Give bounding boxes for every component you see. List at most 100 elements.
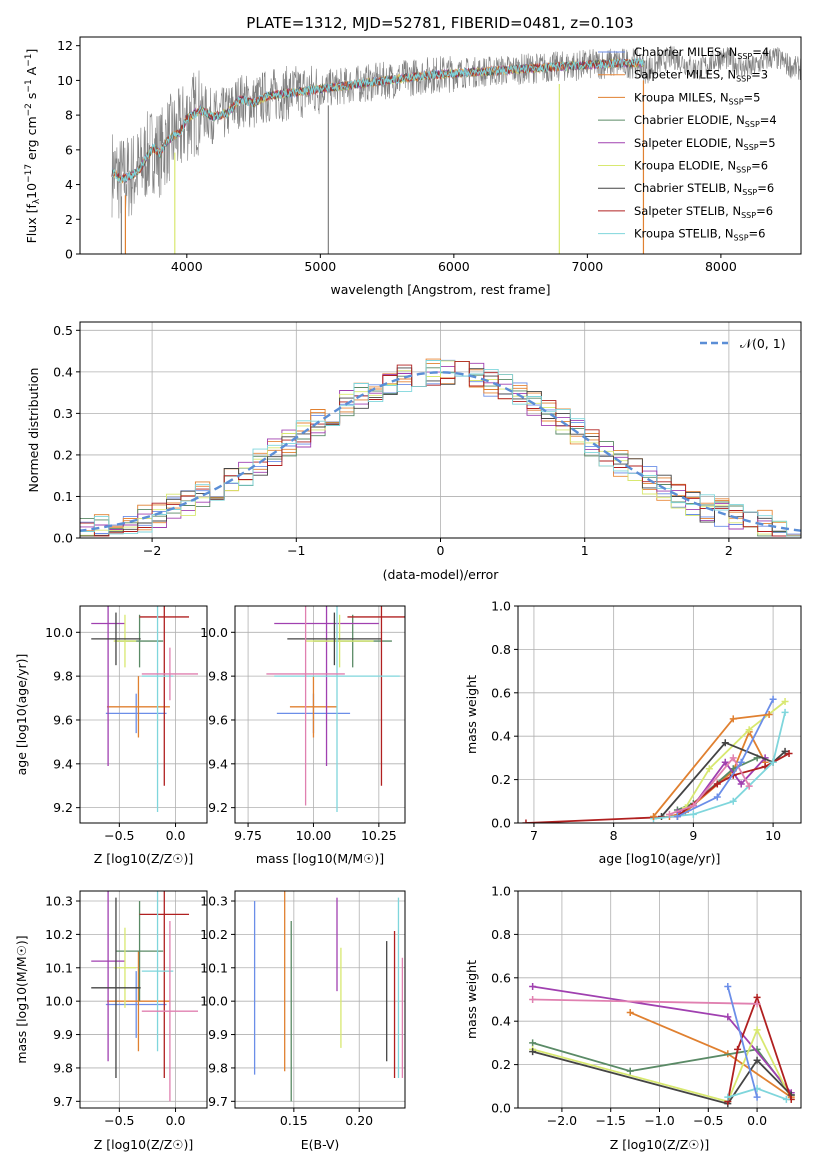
- mass_weight_vs_Z-plot-area: [529, 982, 795, 1108]
- y-tick-label: 9.6: [53, 712, 73, 727]
- x-tick-label: 0: [437, 543, 445, 558]
- mass_weight_vs_age-plot-area: [522, 695, 793, 823]
- mass-weight-marker: [753, 1056, 761, 1064]
- y-tick-label: 9.4: [208, 756, 228, 771]
- axes-frame: [79, 36, 802, 255]
- y-tick-label: 9.6: [208, 712, 228, 727]
- legend-label: Salpeter MILES, NSSP=3: [634, 68, 768, 84]
- mass-weight-marker: [724, 1093, 732, 1101]
- legend-sub: SSP: [745, 120, 760, 129]
- x-tick-label: 4000: [171, 259, 203, 274]
- mass-weight-line: [684, 700, 786, 809]
- legend-text: Kroupa STELIB, N: [634, 227, 734, 241]
- x-axis-label: mass [log10(M/M☉)]: [256, 851, 384, 866]
- mass-weight-marker: [529, 1048, 537, 1056]
- y-tick-label: 12: [57, 38, 73, 53]
- y-axis-label-part: Flux [f: [24, 204, 39, 244]
- x-tick-label: 10.00: [296, 828, 332, 843]
- x-axis-label: age [log10(age/yr)]: [599, 851, 721, 866]
- y-tick-label: 10.1: [200, 960, 228, 975]
- y-tick-label: 0.3: [53, 406, 73, 421]
- legend-sub: SSP: [729, 97, 744, 106]
- mass-weight-marker: [529, 996, 537, 1003]
- legend-sub: SSP: [741, 211, 756, 220]
- x-axis-label: E(B-V): [301, 1137, 340, 1152]
- mass-weight-marker: [729, 754, 737, 762]
- y-tick-label: 10.1: [45, 960, 73, 975]
- y-axis-label-part: ]: [24, 49, 39, 54]
- mass-weight-line: [726, 994, 793, 1102]
- mass_vs_ebv-panel: 0.15 0.20 9.7 9.8 9.9 10.0 10.1 10.2 10.3 E(B-V): [200, 890, 406, 1152]
- mass-weight-marker: [753, 1093, 761, 1101]
- mass-weight-marker: [737, 780, 745, 788]
- y-tick-label: 10.3: [200, 894, 228, 909]
- y-tick-label: 10.0: [45, 625, 73, 640]
- mass-weight-marker: [729, 797, 737, 805]
- mass-weight-marker: [665, 810, 673, 818]
- y-tick-label: 0.0: [491, 816, 511, 831]
- legend-sub: SSP: [736, 75, 751, 84]
- residual-histogram-step: [80, 360, 801, 537]
- mass-weight-marker: [721, 758, 729, 766]
- mass-weight-marker: [529, 982, 537, 990]
- age_vs_Z-plot-area: [91, 606, 199, 813]
- y-axis-label: mass [log10(M/M☉)]: [14, 935, 29, 1063]
- legend-suffix: =6: [751, 159, 768, 173]
- y-tick-label: 0.4: [53, 364, 73, 379]
- x-tick-label: −0.5: [693, 1113, 723, 1128]
- mass-weight-marker: [689, 810, 697, 818]
- mass_weight_vs_age-panel: 7 8 9 10 0.0 0.2 0.4 0.6 0.8 1.0 age [log10(age/yr…: [464, 599, 802, 866]
- y-tick-label: 0.2: [491, 772, 511, 787]
- y-axis-label-part: −2: [24, 103, 34, 116]
- x-tick-label: 7000: [571, 259, 603, 274]
- x-tick-label: −0.5: [104, 1113, 134, 1128]
- mass-weight-marker: [721, 739, 729, 747]
- mass-weight-marker: [626, 1009, 634, 1017]
- age_vs_mass-plot-area: [266, 606, 405, 813]
- panels: 4000 5000 6000 7000 8000024681012wavelength …: [14, 36, 802, 1152]
- mass-weight-line: [525, 752, 790, 823]
- spectrum-panel: 4000 5000 6000 7000 8000 0 2 4 6 8 10 12 wavelength …: [24, 36, 802, 297]
- y-tick-label: 9.8: [208, 1060, 228, 1075]
- y-tick-label: 9.2: [53, 800, 73, 815]
- y-tick-label: 0.1: [53, 489, 73, 504]
- y-tick-label: 10.0: [200, 625, 228, 640]
- x-tick-label: 0.20: [345, 1113, 373, 1128]
- x-tick-label: 8: [610, 828, 618, 843]
- y-tick-label: 10.0: [200, 994, 228, 1009]
- y-axis-label-part: erg cm: [24, 116, 39, 164]
- mass-weight-marker: [673, 812, 681, 820]
- mass-weight-marker: [753, 993, 761, 1001]
- y-tick-label: 8: [65, 108, 73, 123]
- x-tick-label: −2.0: [547, 1113, 577, 1128]
- legend-label: Kroupa ELODIE, NSSP=6: [634, 159, 768, 175]
- model-spectrum-line: [111, 57, 644, 183]
- y-tick-label: 0.6: [491, 970, 511, 985]
- x-tick-label: 10: [765, 828, 781, 843]
- x-tick-label: 9.75: [234, 828, 262, 843]
- legend-sub: SSP: [737, 52, 752, 61]
- y-axis-label: Flux [fλ10−17 erg cm−2 s−1 A−1]: [24, 49, 42, 244]
- x-tick-label: 0.0: [747, 1113, 767, 1128]
- mass-weight-marker: [781, 747, 789, 755]
- legend-label: Chabrier ELODIE, NSSP=4: [634, 113, 777, 129]
- y-axis-label-part: 10: [24, 183, 39, 199]
- mass-weight-line: [532, 1027, 793, 1103]
- x-tick-label: −1: [287, 543, 305, 558]
- mass-weight-marker: [529, 1039, 537, 1047]
- y-tick-label: 9.2: [208, 800, 228, 815]
- mass-weight-marker: [753, 1026, 761, 1034]
- age_vs_mass-panel: 9.75 10.00 10.25 9.2 9.4 9.6 9.8 10.0 mass [log1…: [200, 605, 406, 866]
- legend-suffix: =4: [752, 45, 769, 59]
- mass-weight-marker: [781, 708, 789, 716]
- mass_weight_vs_Z-panel: −2.0 −1.5 −1.0 −0.5 0.0 0.0 0.2 0.4 0.6 0.8 1.0 Z […: [464, 884, 802, 1152]
- mass_vs_Z-plot-area: [91, 891, 199, 1102]
- mass-weight-marker: [782, 1095, 790, 1103]
- y-tick-label: 10: [57, 73, 73, 88]
- mass-weight-marker: [724, 982, 732, 990]
- mass-weight-marker: [781, 697, 789, 705]
- y-tick-label: 9.9: [53, 1027, 73, 1042]
- mass_vs_Z-panel: −0.5 0.0 9.7 9.8 9.9 10.0 10.1 10.2 10.3 Z [log10…: [14, 890, 208, 1152]
- y-tick-label: 10.3: [45, 894, 73, 909]
- y-tick-label: 9.8: [53, 1060, 73, 1075]
